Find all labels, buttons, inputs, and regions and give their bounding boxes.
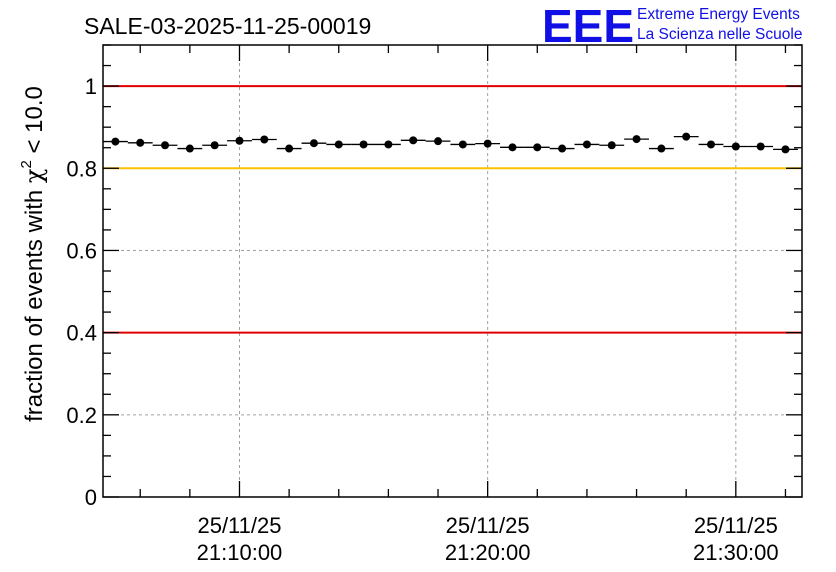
x-tick-label-time: 21:30:00 [693,540,779,565]
data-point [508,143,517,152]
logo-line-1: Extreme Energy Events [637,6,800,23]
data-point [409,136,418,145]
data-point [359,140,368,149]
y-tick-label: 0 [85,485,97,510]
grid [103,45,802,497]
data-point [632,135,641,144]
x-tick-label-time: 21:20:00 [445,540,531,565]
data-point [657,144,666,153]
y-tick-label: 1 [85,74,97,99]
data-point [707,140,716,149]
data-point [607,141,616,150]
y-tick-labels: 0 0.2 0.4 0.6 0.8 1 [66,74,97,510]
y-axis-label: fraction of events with χ2 < 10.0 [18,86,48,422]
data-point [260,135,269,144]
data-point [682,132,691,141]
x-tick-label-date: 25/11/25 [694,513,778,538]
reference-lines [103,85,802,334]
y-tick-label: 0.2 [66,403,97,428]
data-point [384,140,393,149]
data-point [731,142,740,151]
x-tick-labels: 25/11/2521:10:0025/11/2521:20:0025/11/25… [197,513,779,565]
data-point [309,139,318,148]
y-tick-label: 0.8 [66,156,97,181]
data-point [756,142,765,151]
data-point [533,143,542,152]
x-tick-label-date: 25/11/25 [446,513,530,538]
data-point [285,144,294,153]
data-point [558,144,567,153]
plot-frame [102,44,803,498]
x-tick-label-date: 25/11/25 [197,513,281,538]
data-point [136,138,145,147]
chart-title: SALE-03-2025-11-25-00019 [84,13,371,39]
y-tick-label: 0.6 [66,238,97,263]
data-point [111,137,120,146]
data-point [161,141,170,150]
axis-ticks [103,44,802,498]
data-point [185,144,194,153]
y-tick-label: 0.4 [66,321,97,346]
data-point [458,140,467,149]
data-point [210,141,219,150]
data-point [582,140,591,149]
logo-letters: EEE [542,0,634,52]
data-point [235,136,244,145]
logo-line-2: La Scienza nelle Scuole [637,26,802,43]
x-tick-label-time: 21:10:00 [197,540,283,565]
data-point [334,140,343,149]
data-point [781,145,790,154]
data-point [483,139,492,148]
data-point [434,137,443,146]
data-points [103,132,798,154]
eee-logo: EEE Extreme Energy Events La Scienza nel… [542,0,802,52]
